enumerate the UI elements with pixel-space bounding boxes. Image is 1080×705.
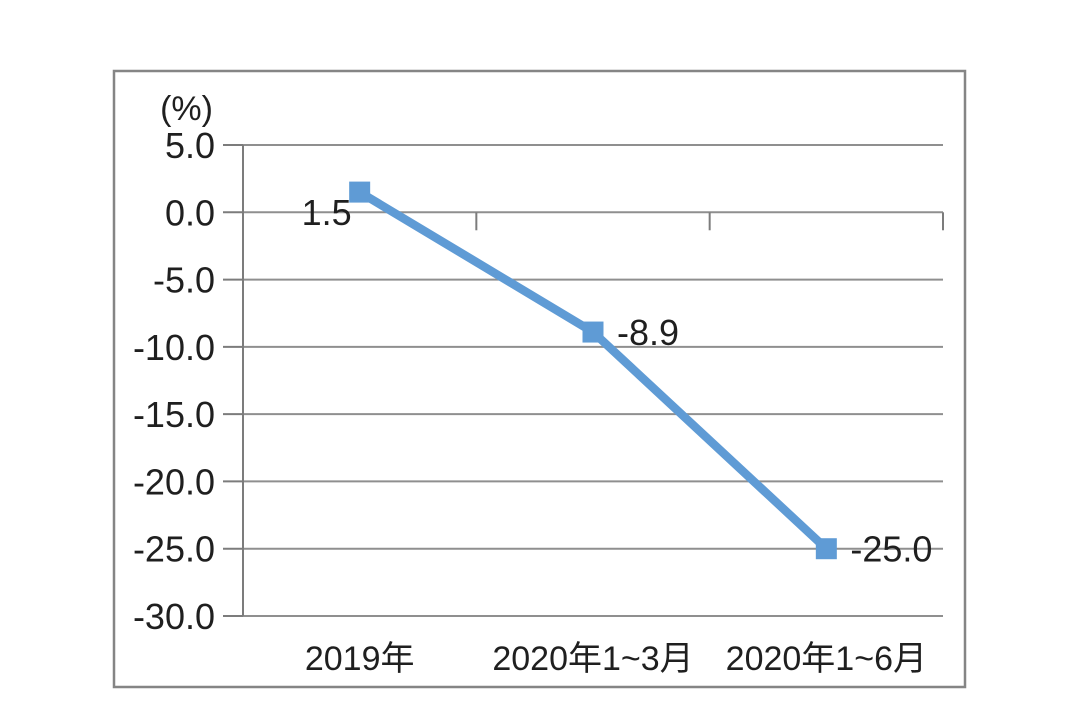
y-tick-label: -10.0	[133, 327, 215, 368]
x-category-label: 2019年	[305, 640, 415, 678]
y-tick-label: -15.0	[133, 394, 215, 435]
y-tick-label: -20.0	[133, 461, 215, 502]
y-tick-label: -5.0	[153, 260, 215, 301]
x-category-label: 2020年1~3月	[492, 640, 693, 678]
unit-label: (%)	[160, 90, 213, 128]
data-point-marker	[815, 538, 837, 560]
data-label: -25.0	[850, 529, 932, 570]
data-label: 1.5	[302, 192, 352, 233]
x-category-label: 2020年1~6月	[726, 640, 927, 678]
data-label: -8.9	[617, 312, 679, 353]
y-tick-label: 0.0	[165, 192, 215, 233]
data-point-marker	[349, 181, 371, 203]
data-point-marker	[582, 321, 604, 343]
chart-frame	[112, 69, 967, 689]
y-tick-label: -30.0	[133, 596, 215, 637]
y-tick-label: 5.0	[165, 125, 215, 166]
y-tick-label: -25.0	[133, 529, 215, 570]
